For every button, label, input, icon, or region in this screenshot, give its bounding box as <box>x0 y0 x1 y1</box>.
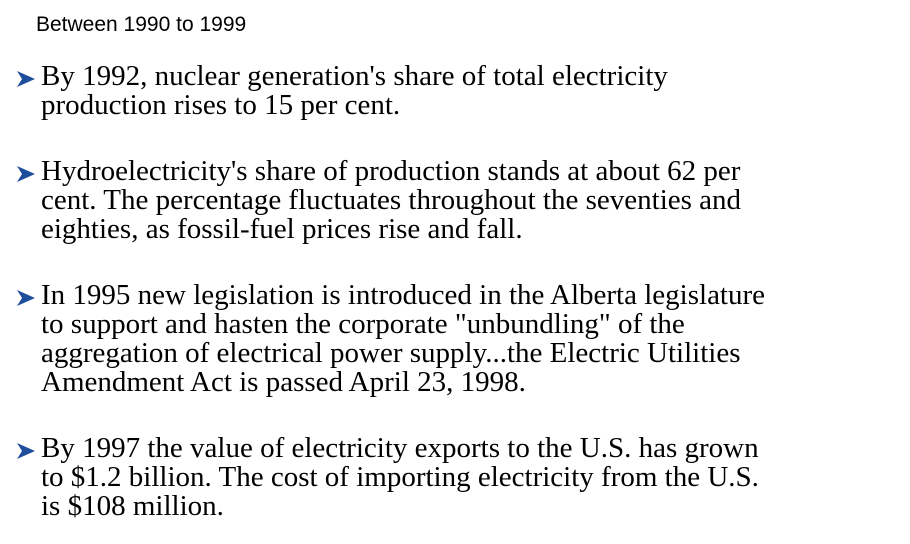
bullet-text: By 1997 the value of electricity exports… <box>41 432 759 522</box>
bullet-text: In 1995 new legislation is introduced in… <box>41 279 766 398</box>
slide-title: Between 1990 to 1999 <box>36 13 247 36</box>
bullet-text: Hydroelectricity's share of production s… <box>41 155 742 245</box>
bullet-item: Hydroelectricity's share of production s… <box>16 157 906 244</box>
bullet-item: In 1995 new legislation is introduced in… <box>16 281 906 397</box>
bullet-item: By 1992, nuclear generation's share of t… <box>16 62 906 120</box>
bullet-text: By 1992, nuclear generation's share of t… <box>41 60 668 121</box>
bullet-item: By 1997 the value of electricity exports… <box>16 434 906 521</box>
bullet-list: By 1992, nuclear generation's share of t… <box>16 62 906 521</box>
